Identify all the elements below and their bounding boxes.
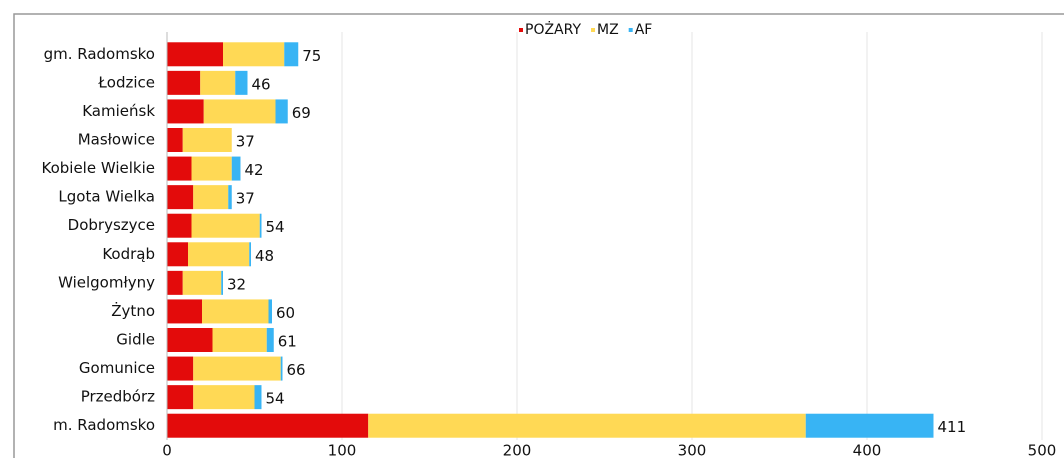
y-tick-label: gm. Radomsko: [44, 45, 155, 63]
y-tick-label: Dobryszyce: [68, 216, 155, 234]
bar-segment: [202, 299, 269, 324]
bar-segment: [167, 99, 204, 124]
legend-swatch: [628, 28, 633, 32]
bar-segment: [268, 299, 272, 324]
legend-label: AF: [635, 22, 653, 38]
x-tick-label: 500: [1028, 442, 1057, 458]
bar-segment: [203, 99, 276, 124]
y-tick-label: Masłowice: [78, 131, 155, 149]
bar-segment: [167, 356, 194, 381]
total-label: 75: [302, 47, 321, 65]
y-tick-label: m. Radomsko: [53, 416, 155, 434]
bar-segment: [193, 385, 255, 410]
bar-segment: [228, 185, 232, 210]
total-label: 61: [278, 333, 297, 351]
bar-segment: [167, 270, 183, 295]
y-tick-label: Kobiele Wielkie: [42, 159, 156, 177]
bar-segment: [167, 413, 369, 438]
total-label: 46: [252, 75, 271, 93]
bar-segment: [167, 328, 213, 352]
bar-segment: [167, 299, 202, 324]
bar-segment: [259, 213, 262, 238]
bar-segment: [193, 356, 281, 381]
y-tick-label: Wielgomłyny: [58, 273, 155, 291]
bar-segment: [191, 156, 232, 181]
total-label: 42: [245, 161, 264, 179]
bar-segment: [167, 242, 188, 267]
bar-segment: [249, 242, 251, 267]
x-tick-label: 400: [853, 442, 882, 458]
bar-segment: [188, 242, 250, 267]
bar-segment: [805, 413, 934, 438]
y-tick-label: Żytno: [111, 301, 155, 320]
total-label: 37: [236, 190, 255, 208]
bar-segment: [167, 185, 194, 210]
y-tick-label: Gomunice: [79, 359, 155, 377]
legend-label: MZ: [597, 22, 619, 38]
total-label: 48: [255, 247, 274, 265]
x-tick-label: 300: [678, 442, 707, 458]
bar-segment: [231, 156, 241, 181]
bar-segment: [200, 70, 236, 95]
total-label: 32: [227, 275, 246, 293]
bar-segment: [212, 328, 267, 352]
bar-segment: [368, 413, 806, 438]
bar-segment: [223, 42, 285, 67]
y-tick-label: Kamieńsk: [82, 102, 155, 120]
bar-segment: [182, 128, 232, 152]
legend-swatch: [519, 28, 523, 32]
bar-segment: [167, 213, 192, 238]
total-label: 60: [276, 304, 295, 322]
bar-segment: [193, 185, 229, 210]
legend-swatch: [591, 28, 596, 32]
x-tick-label: 200: [503, 442, 532, 458]
bar-segment: [221, 270, 223, 295]
total-label: 411: [938, 418, 967, 436]
bar-segment: [235, 70, 248, 95]
bar-segment: [191, 213, 260, 238]
y-tick-label: Łodzice: [97, 73, 155, 91]
x-tick-label: 0: [162, 442, 172, 458]
total-label: 37: [236, 133, 255, 151]
y-tick-label: Kodrąb: [102, 245, 155, 263]
bar-segment: [280, 356, 283, 381]
total-label: 69: [292, 104, 311, 122]
bar-segment: [284, 42, 299, 67]
total-label: 66: [287, 361, 306, 379]
bar-segment: [275, 99, 288, 124]
bar-segment: [167, 42, 223, 67]
legend-label: POŻARY: [525, 20, 581, 38]
bar-segment: [266, 328, 274, 352]
y-tick-label: Gidle: [116, 331, 155, 349]
bar-segment: [167, 156, 192, 181]
bar-segment: [167, 385, 194, 410]
chart-frame: [13, 13, 1064, 458]
bar-segment: [182, 270, 222, 295]
total-label: 54: [266, 218, 285, 236]
bar-segment: [167, 128, 183, 152]
total-label: 54: [266, 390, 285, 408]
bar-segment: [254, 385, 262, 410]
y-tick-label: Lgota Wielka: [58, 188, 155, 206]
x-tick-label: 100: [328, 442, 357, 458]
bar-segment: [167, 70, 201, 95]
y-tick-label: Przedbórz: [81, 388, 155, 406]
